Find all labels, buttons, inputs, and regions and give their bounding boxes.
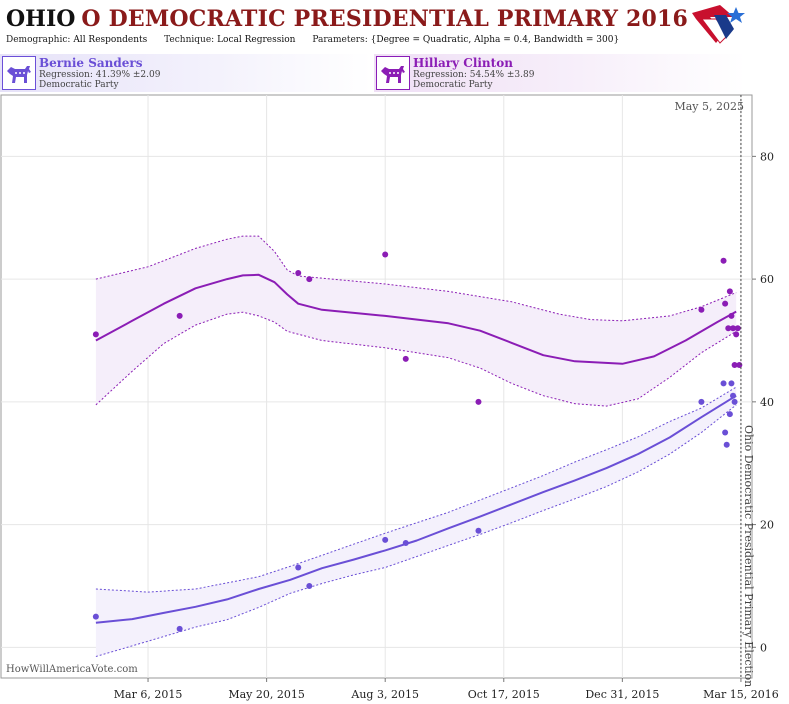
candidate-name: Bernie Sanders xyxy=(39,56,143,70)
regression-line xyxy=(95,394,737,624)
candidate-party: Democratic Party xyxy=(413,80,493,90)
poll-point xyxy=(475,527,482,534)
poll-point xyxy=(730,325,737,332)
poll-point xyxy=(306,582,313,589)
poll-point xyxy=(698,306,705,313)
poll-point xyxy=(726,411,733,418)
title-state: OHIO xyxy=(6,6,76,32)
poll-point xyxy=(475,398,482,405)
poll-point xyxy=(720,380,727,387)
regression-line xyxy=(95,273,737,365)
parameters-value: {Degree = Quadratic, Alpha = 0.4, Bandwi… xyxy=(370,35,620,45)
candidate-regression: Regression: 54.54% ±3.89 xyxy=(413,70,535,80)
poll-point xyxy=(725,325,732,332)
demographic-value: All Respondents xyxy=(73,35,148,45)
poll-point xyxy=(295,564,302,571)
democrat-donkey-icon xyxy=(2,56,36,90)
y-tick-label: 60 xyxy=(760,273,774,286)
poll-point xyxy=(306,276,313,283)
x-tick-label: May 20, 2015 xyxy=(228,688,305,701)
poll-point xyxy=(176,625,183,632)
poll-point xyxy=(722,300,729,307)
site-logo-icon[interactable] xyxy=(690,3,748,47)
technique-label: Technique: xyxy=(164,35,215,45)
upper-bound-line xyxy=(95,235,737,322)
poll-point xyxy=(736,362,743,369)
x-tick-label: Dec 31, 2015 xyxy=(585,688,659,701)
poll-point xyxy=(726,288,733,295)
upper-bound-line xyxy=(95,386,737,593)
poll-point xyxy=(382,251,389,258)
poll-point xyxy=(92,331,99,338)
poll-point xyxy=(731,398,738,405)
watermark: HowWillAmericaVote.com xyxy=(6,664,138,675)
poll-point xyxy=(728,312,735,319)
election-label: Ohio Democratic Presidential Primary Ele… xyxy=(742,425,755,687)
poll-point xyxy=(382,536,389,543)
poll-point xyxy=(723,441,730,448)
poll-point xyxy=(731,362,738,369)
parameters-row: Demographic: All Respondents Technique: … xyxy=(6,35,633,45)
poll-point xyxy=(734,325,741,332)
lower-bound-line xyxy=(95,404,737,657)
poll-point xyxy=(722,429,729,436)
title-race: O DEMOCRATIC PRESIDENTIAL PRIMARY 2016 xyxy=(81,6,689,32)
poll-point xyxy=(730,392,737,399)
y-tick-label: 20 xyxy=(760,519,774,532)
x-tick-label: Oct 17, 2015 xyxy=(468,688,540,701)
y-tick-label: 80 xyxy=(760,150,774,163)
poll-point xyxy=(720,257,727,264)
confidence-band xyxy=(95,236,737,407)
democrat-donkey-icon xyxy=(376,56,410,90)
poll-point xyxy=(402,355,409,362)
today-label: May 5, 2025 xyxy=(674,100,744,113)
page-title: OHIO O DEMOCRATIC PRESIDENTIAL PRIMARY 20… xyxy=(6,6,688,34)
parameters-label: Parameters: xyxy=(312,35,368,45)
poll-point xyxy=(176,312,183,319)
y-tick-label: 0 xyxy=(760,641,767,654)
poll-point xyxy=(698,398,705,405)
y-tick-label: 40 xyxy=(760,396,774,409)
candidate-name: Hillary Clinton xyxy=(413,56,513,70)
candidate-party: Democratic Party xyxy=(39,80,119,90)
poll-point xyxy=(728,380,735,387)
x-tick-label: Aug 3, 2015 xyxy=(350,688,419,701)
candidate-regression: Regression: 41.39% ±2.09 xyxy=(39,70,161,80)
technique-value: Local Regression xyxy=(217,35,296,45)
candidate-legend: Bernie Sanders Regression: 41.39% ±2.09 … xyxy=(0,54,752,94)
poll-trend-chart: 0 20 40 60 80 Mar 6, 2015 May 20, 2015 Aug 3, 2… xyxy=(0,94,779,701)
poll-point xyxy=(295,269,302,276)
x-tick-label: Mar 6, 2015 xyxy=(114,688,183,701)
candidate-card-hillary-clinton[interactable]: Hillary Clinton Regression: 54.54% ±3.89… xyxy=(374,54,746,92)
x-tick-label: Mar 15, 2016 xyxy=(703,688,779,701)
demographic-label: Demographic: xyxy=(6,35,71,45)
poll-point xyxy=(92,613,99,620)
poll-point xyxy=(402,539,409,546)
poll-point xyxy=(733,331,740,338)
candidate-card-bernie-sanders[interactable]: Bernie Sanders Regression: 41.39% ±2.09 … xyxy=(0,54,372,92)
